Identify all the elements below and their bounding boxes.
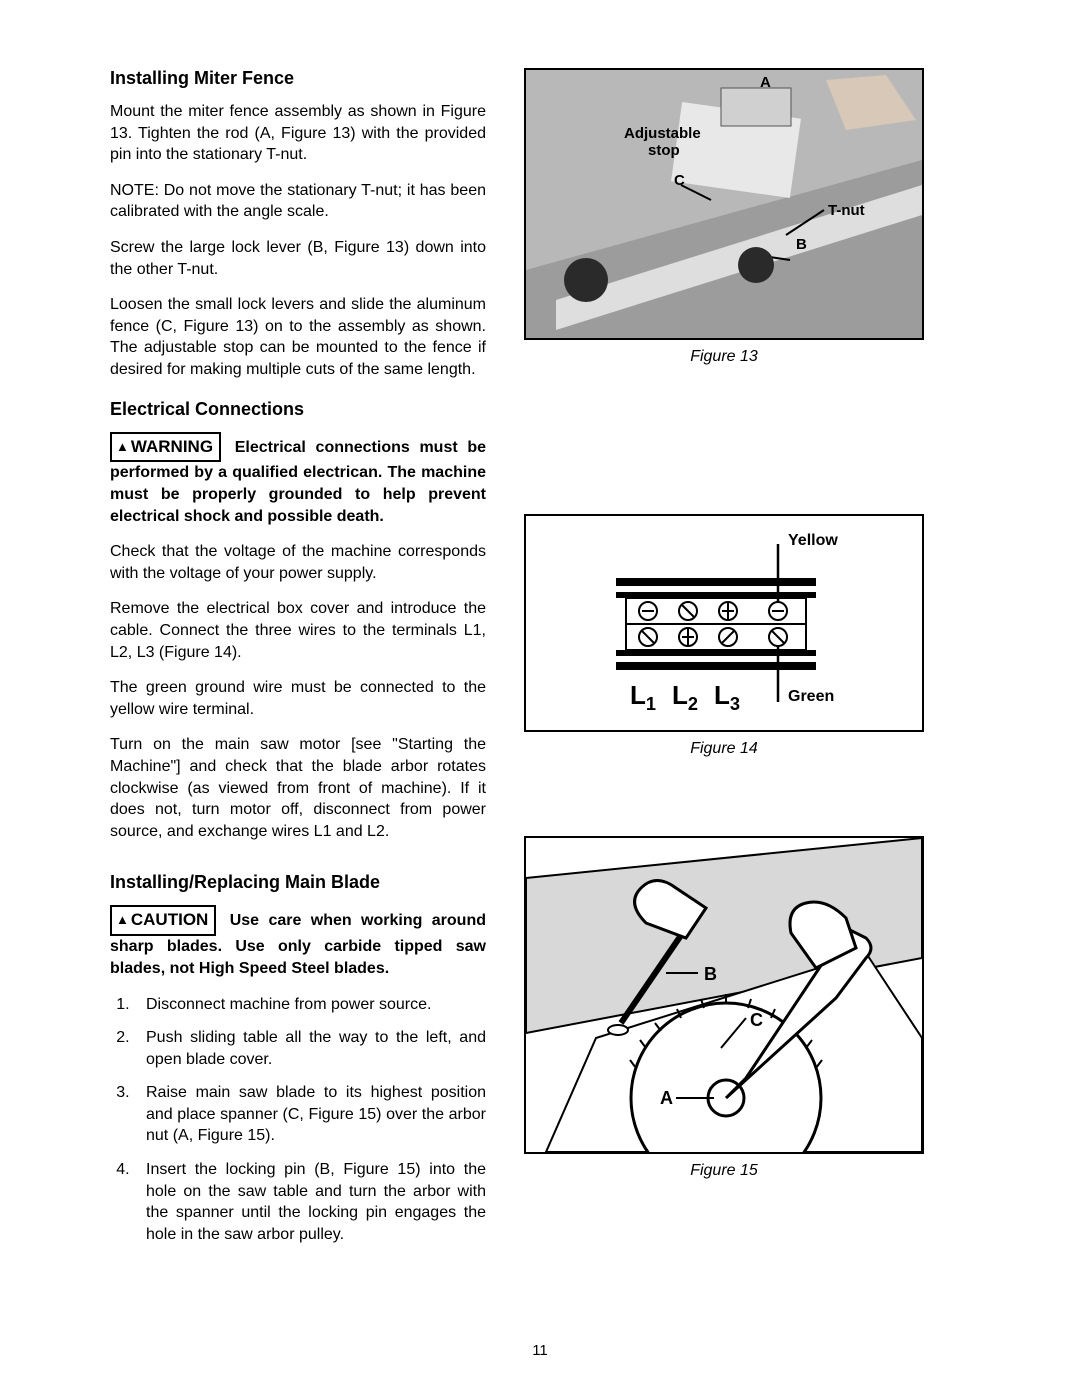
caution-badge: CAUTION xyxy=(110,905,216,936)
caution-paragraph: CAUTION Use care when working around sha… xyxy=(110,905,486,979)
list-item: Disconnect machine from power source. xyxy=(134,994,486,1016)
para-miter-3: Screw the large lock lever (B, Figure 13… xyxy=(110,237,486,280)
list-item: Raise main saw blade to its highest posi… xyxy=(134,1082,486,1147)
fig15-label-c: C xyxy=(750,1010,763,1031)
fig14-label-yellow: Yellow xyxy=(788,532,838,550)
page-columns: Installing Miter Fence Mount the miter f… xyxy=(110,68,972,1308)
fig13-label-tnut: T-nut xyxy=(828,202,865,219)
left-column: Installing Miter Fence Mount the miter f… xyxy=(110,68,486,1308)
heading-blade: Installing/Replacing Main Blade xyxy=(110,872,486,893)
fig14-label-green: Green xyxy=(788,688,834,706)
fig13-label-b: B xyxy=(796,236,807,253)
figure-14-wrapper: Yellow Green L1 L2 L3 Figure 14 xyxy=(524,514,924,758)
fig13-label-adjustable: Adjustable xyxy=(624,125,701,142)
figure-15-caption: Figure 15 xyxy=(524,1162,924,1180)
page-number: 11 xyxy=(0,1342,1080,1359)
heading-miter-fence: Installing Miter Fence xyxy=(110,68,486,89)
list-item: Push sliding table all the way to the le… xyxy=(134,1027,486,1070)
figure-13-wrapper: A Adjustable stop C T-nut B Figure 13 xyxy=(524,68,924,366)
figure-15: B C A xyxy=(524,836,924,1154)
fig13-label-c: C xyxy=(674,172,685,189)
fig15-label-b: B xyxy=(704,964,717,985)
heading-electrical: Electrical Connections xyxy=(110,399,486,420)
blade-steps-list: Disconnect machine from power source. Pu… xyxy=(110,994,486,1246)
right-column: A Adjustable stop C T-nut B Figure 13 xyxy=(524,68,924,1308)
para-elec-3: The green ground wire must be connected … xyxy=(110,677,486,720)
fig13-label-stop: stop xyxy=(648,142,680,159)
figure-13-caption: Figure 13 xyxy=(524,348,924,366)
fig14-l1: L1 xyxy=(630,680,656,715)
fig14-l2: L2 xyxy=(672,680,698,715)
para-miter-4: Loosen the small lock levers and slide t… xyxy=(110,294,486,380)
para-miter-1: Mount the miter fence assembly as shown … xyxy=(110,101,486,166)
list-item: Insert the locking pin (B, Figure 15) in… xyxy=(134,1159,486,1245)
para-elec-4: Turn on the main saw motor [see "Startin… xyxy=(110,734,486,842)
fig15-label-a: A xyxy=(660,1088,673,1109)
figure-14-caption: Figure 14 xyxy=(524,740,924,758)
figure-15-wrapper: B C A Figure 15 xyxy=(524,836,924,1180)
para-elec-1: Check that the voltage of the machine co… xyxy=(110,541,486,584)
fig13-label-a: A xyxy=(760,74,771,91)
figure-13: A Adjustable stop C T-nut B xyxy=(524,68,924,340)
warning-badge: WARNING xyxy=(110,432,221,463)
para-miter-2: NOTE: Do not move the stationary T-nut; … xyxy=(110,180,486,223)
figure-15-illustration xyxy=(526,838,922,1152)
para-elec-2: Remove the electrical box cover and intr… xyxy=(110,598,486,663)
fig14-l3: L3 xyxy=(714,680,740,715)
warning-paragraph: WARNING Electrical connections must be p… xyxy=(110,432,486,528)
figure-14: Yellow Green L1 L2 L3 xyxy=(524,514,924,732)
